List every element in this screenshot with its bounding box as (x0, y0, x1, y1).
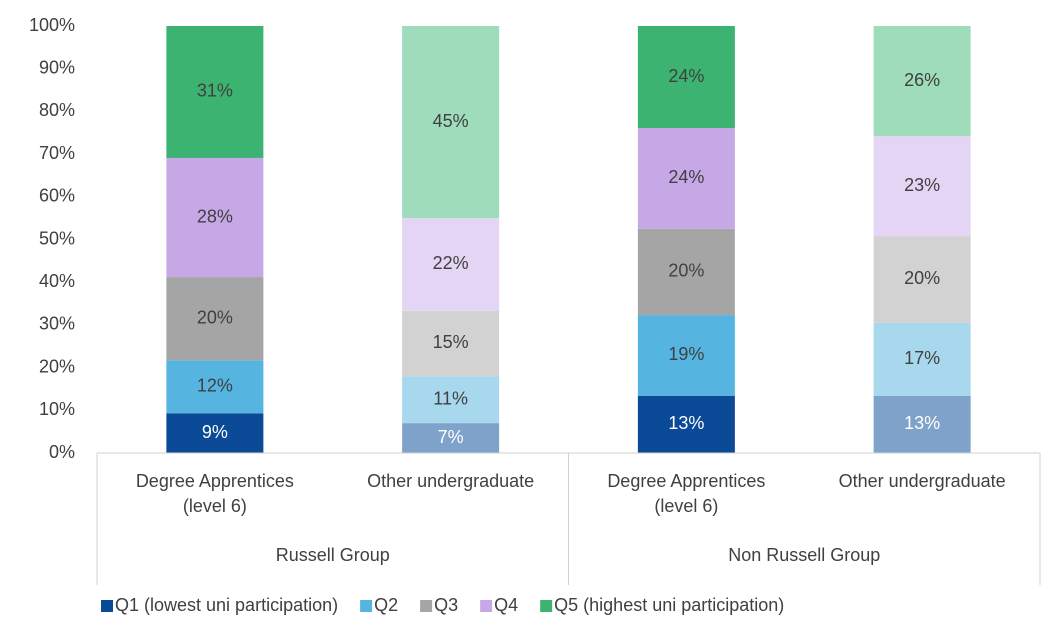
x-tick-label: Degree Apprentices (136, 471, 294, 491)
bar-segment (637, 128, 735, 229)
bar-segment (402, 423, 500, 453)
legend-label: Q5 (highest uni participation) (554, 595, 784, 615)
data-label: 7% (438, 427, 464, 447)
bar-segment (637, 395, 735, 453)
bar-segment (402, 218, 500, 311)
data-label: 31% (197, 81, 233, 101)
bar-segment (873, 136, 971, 237)
legend-label: Q3 (434, 595, 458, 615)
data-label: 23% (904, 175, 940, 195)
legend-swatch (101, 600, 113, 612)
bar-segment (402, 376, 500, 424)
data-label: 20% (197, 307, 233, 327)
y-tick-label: 0% (49, 442, 75, 462)
y-tick-label: 40% (39, 271, 75, 291)
legend-swatch (420, 600, 433, 612)
data-label: 28% (197, 206, 233, 226)
x-tick-label: Other undergraduate (839, 471, 1006, 491)
bar-segment (166, 277, 264, 361)
bar-segment (166, 413, 264, 453)
y-tick-label: 80% (39, 100, 75, 120)
y-tick-label: 70% (39, 143, 75, 163)
y-tick-label: 50% (39, 228, 75, 248)
x-tick-label: Degree Apprentices (607, 471, 765, 491)
bar-segment (402, 310, 500, 377)
bar-segment (166, 360, 264, 414)
group-label: Russell Group (276, 545, 390, 565)
y-tick-label: 60% (39, 186, 75, 206)
data-label: 17% (904, 348, 940, 368)
y-tick-label: 10% (39, 399, 75, 419)
legend-swatch (360, 600, 373, 612)
data-label: 26% (904, 70, 940, 90)
data-label: 13% (904, 413, 940, 433)
data-label: 9% (202, 422, 228, 442)
data-label: 24% (668, 167, 704, 187)
bar-segment (166, 157, 264, 278)
x-tick-label: (level 6) (654, 496, 718, 516)
legend-label: Q1 (lowest uni participation) (115, 595, 338, 615)
data-label: 20% (904, 268, 940, 288)
x-tick-label: Other undergraduate (367, 471, 534, 491)
x-tick-label: (level 6) (183, 496, 247, 516)
y-tick-label: 30% (39, 314, 75, 334)
data-label: 11% (433, 388, 468, 408)
group-label: Non Russell Group (728, 545, 880, 565)
bar-segment (166, 26, 264, 158)
y-tick-label: 20% (39, 356, 75, 376)
data-label: 22% (433, 253, 469, 273)
data-label: 19% (668, 344, 704, 364)
bar-segment (873, 395, 971, 453)
y-tick-label: 100% (29, 15, 75, 35)
bar-segment (637, 315, 735, 396)
data-label: 24% (668, 66, 704, 86)
bar-segment (873, 236, 971, 323)
bar-segment (637, 26, 735, 129)
data-label: 20% (668, 261, 704, 281)
data-label: 45% (433, 111, 469, 131)
legend-swatch (480, 600, 493, 612)
bar-segment (873, 26, 971, 137)
data-label: 13% (668, 413, 704, 433)
legend-label: Q2 (374, 595, 398, 615)
y-tick-label: 90% (39, 57, 75, 77)
legend-label: Q4 (494, 595, 518, 615)
data-label: 12% (197, 376, 233, 396)
bar-segment (402, 26, 500, 219)
bar-segment (873, 322, 971, 396)
legend-swatch (540, 600, 553, 612)
bar-segment (637, 228, 735, 316)
data-label: 15% (433, 332, 469, 352)
